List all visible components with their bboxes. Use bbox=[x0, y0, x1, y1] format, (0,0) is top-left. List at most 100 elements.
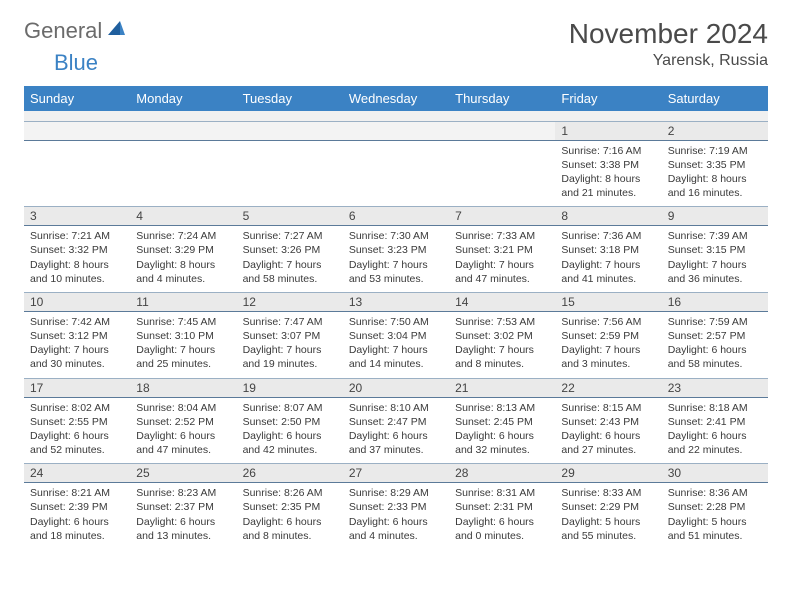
day-number: 11 bbox=[130, 292, 236, 311]
day-detail-text bbox=[136, 144, 230, 201]
day-number: 29 bbox=[555, 464, 661, 483]
day-detail-text: Sunrise: 7:42 AMSunset: 3:12 PMDaylight:… bbox=[30, 315, 124, 372]
day-cell: Sunrise: 7:59 AMSunset: 2:57 PMDaylight:… bbox=[662, 311, 768, 378]
day-header: Sunday bbox=[24, 86, 130, 111]
day-cell: Sunrise: 7:30 AMSunset: 3:23 PMDaylight:… bbox=[343, 226, 449, 293]
day-detail-text: Sunrise: 7:39 AMSunset: 3:15 PMDaylight:… bbox=[668, 229, 762, 286]
calendar-header-row: SundayMondayTuesdayWednesdayThursdayFrid… bbox=[24, 86, 768, 111]
day-cell: Sunrise: 8:23 AMSunset: 2:37 PMDaylight:… bbox=[130, 483, 236, 549]
logo-text-general: General bbox=[24, 18, 102, 44]
day-cell: Sunrise: 7:56 AMSunset: 2:59 PMDaylight:… bbox=[555, 311, 661, 378]
day-header: Thursday bbox=[449, 86, 555, 111]
day-detail-text: Sunrise: 7:56 AMSunset: 2:59 PMDaylight:… bbox=[561, 315, 655, 372]
logo-sail-icon bbox=[106, 19, 126, 44]
day-detail-text bbox=[30, 144, 124, 201]
day-cell: Sunrise: 8:02 AMSunset: 2:55 PMDaylight:… bbox=[24, 397, 130, 464]
day-header: Monday bbox=[130, 86, 236, 111]
day-number: 4 bbox=[130, 207, 236, 226]
day-detail-text: Sunrise: 8:02 AMSunset: 2:55 PMDaylight:… bbox=[30, 401, 124, 458]
day-number: 17 bbox=[24, 378, 130, 397]
day-number: 30 bbox=[662, 464, 768, 483]
day-detail-text: Sunrise: 7:21 AMSunset: 3:32 PMDaylight:… bbox=[30, 229, 124, 286]
day-detail-text: Sunrise: 7:30 AMSunset: 3:23 PMDaylight:… bbox=[349, 229, 443, 286]
day-number: 16 bbox=[662, 292, 768, 311]
day-detail-text: Sunrise: 8:21 AMSunset: 2:39 PMDaylight:… bbox=[30, 486, 124, 543]
day-detail-text: Sunrise: 8:23 AMSunset: 2:37 PMDaylight:… bbox=[136, 486, 230, 543]
day-number bbox=[237, 121, 343, 140]
day-number: 10 bbox=[24, 292, 130, 311]
location-label: Yarensk, Russia bbox=[569, 52, 768, 70]
day-detail-text: Sunrise: 7:33 AMSunset: 3:21 PMDaylight:… bbox=[455, 229, 549, 286]
day-cell: Sunrise: 7:42 AMSunset: 3:12 PMDaylight:… bbox=[24, 311, 130, 378]
day-number: 24 bbox=[24, 464, 130, 483]
day-cell: Sunrise: 7:24 AMSunset: 3:29 PMDaylight:… bbox=[130, 226, 236, 293]
day-detail-text: Sunrise: 7:45 AMSunset: 3:10 PMDaylight:… bbox=[136, 315, 230, 372]
day-detail-text: Sunrise: 8:29 AMSunset: 2:33 PMDaylight:… bbox=[349, 486, 443, 543]
day-detail-text: Sunrise: 8:04 AMSunset: 2:52 PMDaylight:… bbox=[136, 401, 230, 458]
day-cell: Sunrise: 8:04 AMSunset: 2:52 PMDaylight:… bbox=[130, 397, 236, 464]
day-detail-text: Sunrise: 8:15 AMSunset: 2:43 PMDaylight:… bbox=[561, 401, 655, 458]
day-cell: Sunrise: 7:53 AMSunset: 3:02 PMDaylight:… bbox=[449, 311, 555, 378]
day-number: 19 bbox=[237, 378, 343, 397]
day-cell: Sunrise: 8:07 AMSunset: 2:50 PMDaylight:… bbox=[237, 397, 343, 464]
day-detail-text: Sunrise: 8:36 AMSunset: 2:28 PMDaylight:… bbox=[668, 486, 762, 543]
day-cell: Sunrise: 8:21 AMSunset: 2:39 PMDaylight:… bbox=[24, 483, 130, 549]
day-cell: Sunrise: 8:26 AMSunset: 2:35 PMDaylight:… bbox=[237, 483, 343, 549]
day-cell bbox=[130, 140, 236, 207]
day-detail-text: Sunrise: 7:36 AMSunset: 3:18 PMDaylight:… bbox=[561, 229, 655, 286]
day-number bbox=[130, 121, 236, 140]
day-header: Saturday bbox=[662, 86, 768, 111]
title-block: November 2024 Yarensk, Russia bbox=[569, 18, 768, 70]
day-cell: Sunrise: 8:31 AMSunset: 2:31 PMDaylight:… bbox=[449, 483, 555, 549]
day-cell bbox=[24, 140, 130, 207]
day-detail-text: Sunrise: 8:26 AMSunset: 2:35 PMDaylight:… bbox=[243, 486, 337, 543]
day-cell: Sunrise: 7:19 AMSunset: 3:35 PMDaylight:… bbox=[662, 140, 768, 207]
day-detail-text: Sunrise: 8:33 AMSunset: 2:29 PMDaylight:… bbox=[561, 486, 655, 543]
calendar-table: SundayMondayTuesdayWednesdayThursdayFrid… bbox=[24, 86, 768, 549]
day-cell: Sunrise: 7:50 AMSunset: 3:04 PMDaylight:… bbox=[343, 311, 449, 378]
day-detail-text bbox=[455, 144, 549, 201]
day-detail-text: Sunrise: 7:24 AMSunset: 3:29 PMDaylight:… bbox=[136, 229, 230, 286]
day-cell: Sunrise: 8:36 AMSunset: 2:28 PMDaylight:… bbox=[662, 483, 768, 549]
day-number: 12 bbox=[237, 292, 343, 311]
day-number: 5 bbox=[237, 207, 343, 226]
day-detail-text: Sunrise: 7:47 AMSunset: 3:07 PMDaylight:… bbox=[243, 315, 337, 372]
day-cell: Sunrise: 8:18 AMSunset: 2:41 PMDaylight:… bbox=[662, 397, 768, 464]
day-cell: Sunrise: 7:21 AMSunset: 3:32 PMDaylight:… bbox=[24, 226, 130, 293]
day-number: 7 bbox=[449, 207, 555, 226]
day-number: 23 bbox=[662, 378, 768, 397]
day-detail-text: Sunrise: 7:59 AMSunset: 2:57 PMDaylight:… bbox=[668, 315, 762, 372]
day-cell: Sunrise: 7:47 AMSunset: 3:07 PMDaylight:… bbox=[237, 311, 343, 378]
day-cell bbox=[449, 140, 555, 207]
day-cell: Sunrise: 8:29 AMSunset: 2:33 PMDaylight:… bbox=[343, 483, 449, 549]
day-number: 28 bbox=[449, 464, 555, 483]
day-number bbox=[343, 121, 449, 140]
day-detail-text: Sunrise: 8:10 AMSunset: 2:47 PMDaylight:… bbox=[349, 401, 443, 458]
day-number: 3 bbox=[24, 207, 130, 226]
day-number: 6 bbox=[343, 207, 449, 226]
day-detail-text bbox=[243, 144, 337, 201]
day-number bbox=[24, 121, 130, 140]
day-number: 15 bbox=[555, 292, 661, 311]
day-cell bbox=[343, 140, 449, 207]
day-number: 27 bbox=[343, 464, 449, 483]
day-number: 14 bbox=[449, 292, 555, 311]
day-header: Friday bbox=[555, 86, 661, 111]
logo: General bbox=[24, 18, 128, 44]
day-detail-text: Sunrise: 7:53 AMSunset: 3:02 PMDaylight:… bbox=[455, 315, 549, 372]
day-number: 13 bbox=[343, 292, 449, 311]
day-cell: Sunrise: 7:45 AMSunset: 3:10 PMDaylight:… bbox=[130, 311, 236, 378]
day-cell: Sunrise: 7:33 AMSunset: 3:21 PMDaylight:… bbox=[449, 226, 555, 293]
day-detail-text: Sunrise: 8:07 AMSunset: 2:50 PMDaylight:… bbox=[243, 401, 337, 458]
day-cell: Sunrise: 8:13 AMSunset: 2:45 PMDaylight:… bbox=[449, 397, 555, 464]
day-number: 22 bbox=[555, 378, 661, 397]
day-cell: Sunrise: 7:39 AMSunset: 3:15 PMDaylight:… bbox=[662, 226, 768, 293]
header-spacer bbox=[24, 111, 768, 121]
month-title: November 2024 bbox=[569, 18, 768, 50]
day-detail-text: Sunrise: 8:13 AMSunset: 2:45 PMDaylight:… bbox=[455, 401, 549, 458]
day-detail-text: Sunrise: 7:16 AMSunset: 3:38 PMDaylight:… bbox=[561, 144, 655, 201]
day-number: 1 bbox=[555, 121, 661, 140]
day-cell: Sunrise: 8:15 AMSunset: 2:43 PMDaylight:… bbox=[555, 397, 661, 464]
day-number: 18 bbox=[130, 378, 236, 397]
day-number: 2 bbox=[662, 121, 768, 140]
